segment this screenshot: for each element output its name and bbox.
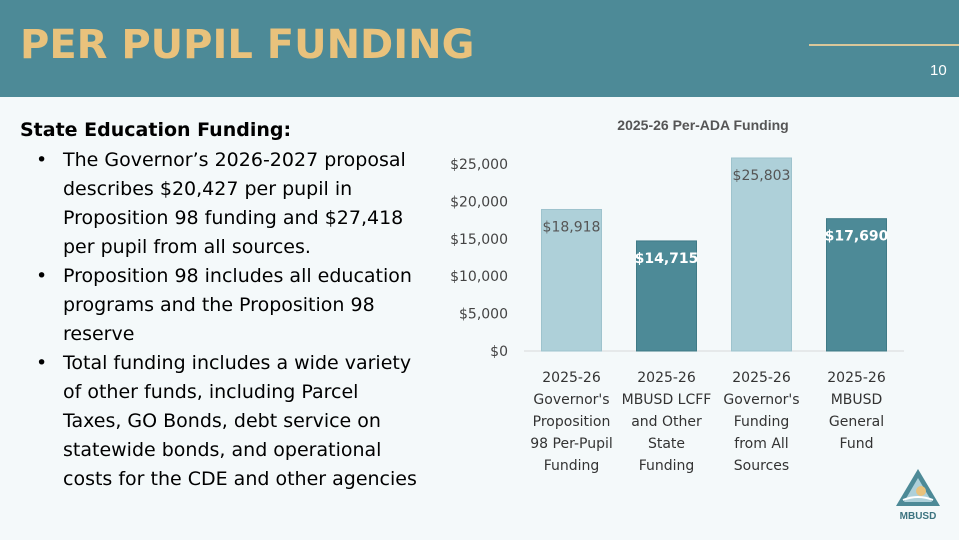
x-tick-label: 98 Per-Pupil <box>530 436 612 452</box>
bullet-dot-icon: • <box>36 149 48 171</box>
y-tick-label: $10,000 <box>450 269 508 285</box>
bar <box>636 240 697 352</box>
x-tick-label: Fund <box>840 436 874 452</box>
slide-number: 10 <box>930 62 947 79</box>
x-tick-label: Funding <box>639 458 695 474</box>
bar <box>541 208 602 352</box>
bullet-text: The Governor’s 2026-2027 proposal descri… <box>63 149 406 258</box>
x-tick-label: Proposition <box>533 414 611 430</box>
bar-value-label: $18,918 <box>543 219 601 235</box>
x-tick-label: Funding <box>544 458 600 474</box>
bar-value-label: $25,803 <box>733 168 791 184</box>
bar-value-label: $14,715 <box>635 251 699 267</box>
y-tick-label: $0 <box>490 344 508 360</box>
bullet-text: Proposition 98 includes all education pr… <box>63 265 412 345</box>
x-tick-label: MBUSD LCFF <box>622 392 712 408</box>
x-tick-label: MBUSD <box>831 392 883 408</box>
mbusd-logo: MBUSD <box>896 469 940 522</box>
x-tick-label: from All <box>734 436 788 452</box>
bullet-list: • The Governor’s 2026-2027 proposal descr… <box>20 146 420 494</box>
y-tick-label: $5,000 <box>459 307 508 323</box>
y-tick-label: $15,000 <box>450 232 508 248</box>
accent-line <box>809 44 959 46</box>
content-text: State Education Funding: • The Governor’s… <box>20 118 420 494</box>
x-tick-label: Governor's <box>723 392 799 408</box>
bar <box>731 157 792 352</box>
x-tick-label: State <box>648 436 685 452</box>
bar-value-label: $17,690 <box>825 229 889 245</box>
bar-chart: 2025-26 Per-ADA Funding $0 $5,000 $10,000 $1… <box>450 117 904 474</box>
x-tick-label: 2025-26 <box>827 370 886 386</box>
bullet-item: • Total funding includes a wide variety o… <box>20 349 420 494</box>
bar <box>826 218 887 352</box>
x-tick-label: and Other <box>631 414 702 430</box>
x-tick-label: Funding <box>734 414 790 430</box>
y-tick-label: $20,000 <box>450 194 508 210</box>
x-tick-label: General <box>829 414 884 430</box>
x-tick-label: 2025-26 <box>637 370 696 386</box>
x-tick-label: Governor's <box>533 392 609 408</box>
x-tick-label: 2025-26 <box>732 370 791 386</box>
content-heading: State Education Funding: <box>20 119 292 141</box>
bullet-item: • Proposition 98 includes all education p… <box>20 262 420 349</box>
page-title: PER PUPIL FUNDING <box>20 22 475 68</box>
x-tick-label: 2025-26 <box>542 370 601 386</box>
header-bar: PER PUPIL FUNDING 10 <box>0 0 959 97</box>
bullet-dot-icon: • <box>36 352 48 374</box>
chart-title: 2025-26 Per-ADA Funding <box>617 117 788 133</box>
bullet-item: • The Governor’s 2026-2027 proposal descr… <box>20 146 420 262</box>
bullet-text: Total funding includes a wide variety of… <box>63 352 417 490</box>
bullet-dot-icon: • <box>36 265 48 287</box>
y-tick-label: $25,000 <box>450 157 508 173</box>
x-tick-label: Sources <box>734 458 789 474</box>
logo-text: MBUSD <box>900 511 937 522</box>
